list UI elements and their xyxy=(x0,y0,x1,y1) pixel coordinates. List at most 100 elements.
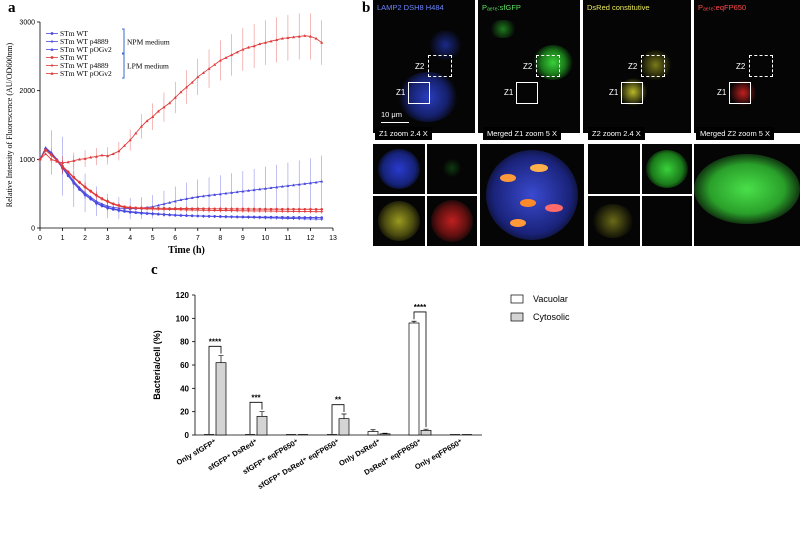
data-point xyxy=(292,207,295,211)
data-point xyxy=(252,209,256,213)
significance-label: ** xyxy=(335,396,342,405)
data-point xyxy=(218,58,222,62)
data-point xyxy=(77,185,81,189)
y-tick-label: 40 xyxy=(180,384,189,393)
data-point xyxy=(224,215,228,219)
data-point xyxy=(196,195,200,198)
data-point xyxy=(303,210,307,214)
data-point xyxy=(241,209,245,213)
bar-cytosolic xyxy=(256,415,268,436)
data-point xyxy=(111,202,115,206)
data-point xyxy=(235,215,239,219)
x-axis-label: Time (h) xyxy=(168,245,205,256)
data-point xyxy=(286,184,290,187)
zoom-label-z1: Z1 xyxy=(717,88,727,97)
x-tick-label: 9 xyxy=(241,235,245,242)
data-point xyxy=(269,209,273,213)
panel-letter-a: a xyxy=(8,0,16,16)
data-point xyxy=(258,209,262,213)
data-point xyxy=(179,213,183,217)
data-point xyxy=(44,146,48,149)
bar-vacuolar xyxy=(408,322,420,436)
zoom-box-z2 xyxy=(536,55,560,77)
data-point xyxy=(235,190,239,194)
data-point xyxy=(145,119,149,123)
data-point xyxy=(235,209,239,213)
data-point xyxy=(275,207,278,211)
data-point xyxy=(247,207,250,211)
data-point xyxy=(297,209,301,213)
data-point xyxy=(280,209,284,213)
data-point xyxy=(173,95,177,99)
legend-entry: STm WT pOGv2 xyxy=(60,69,112,78)
data-point xyxy=(292,35,296,39)
panel-letter-b: b xyxy=(362,0,371,16)
y-tick-label: 20 xyxy=(180,408,189,417)
legend-marker xyxy=(50,71,54,75)
data-point xyxy=(61,161,65,164)
data-point xyxy=(185,208,188,212)
data-point xyxy=(94,199,98,203)
zoom-label-z2: Z2 xyxy=(415,62,425,71)
data-point xyxy=(190,80,194,84)
x-tick-label: 1 xyxy=(61,235,65,242)
data-point xyxy=(280,216,284,220)
x-tick-label: 10 xyxy=(261,235,269,242)
data-point xyxy=(241,47,245,51)
data-point xyxy=(38,157,42,161)
error-bar xyxy=(341,413,347,419)
data-point xyxy=(190,208,194,212)
x-tick-label: 8 xyxy=(218,235,222,242)
data-point xyxy=(179,90,183,94)
data-point xyxy=(258,187,262,191)
data-point xyxy=(72,176,76,180)
data-point xyxy=(320,216,324,219)
x-tick-label: 5 xyxy=(151,235,155,242)
header-z2-zoom: Z2 zoom 2.4 X xyxy=(588,127,645,140)
data-point xyxy=(117,149,121,153)
data-point xyxy=(111,152,115,156)
data-point xyxy=(314,36,318,40)
x-tick-label: 2 xyxy=(83,235,87,242)
legend-swatch xyxy=(510,312,524,322)
data-point xyxy=(196,208,200,212)
data-point xyxy=(168,200,172,204)
legend-entry: Cytosolic xyxy=(533,312,570,322)
data-point xyxy=(320,41,324,44)
data-point xyxy=(263,216,267,220)
legend-marker xyxy=(50,47,54,51)
data-point xyxy=(123,205,127,209)
data-point xyxy=(207,67,211,70)
data-point xyxy=(94,154,98,158)
bar-cytosolic xyxy=(420,429,432,436)
bar-cytosolic xyxy=(379,433,391,436)
data-point xyxy=(201,194,205,198)
y-axis-label: Relative Intensity of Fluorescence (AU/O… xyxy=(5,42,14,207)
data-point xyxy=(269,39,273,43)
zoom-box-z2 xyxy=(641,55,665,77)
data-point xyxy=(145,211,149,215)
header-z1-zoom: Z1 zoom 2.4 X xyxy=(375,127,432,140)
micrograph-merged-z2 xyxy=(694,144,800,246)
data-point xyxy=(308,181,312,185)
micrograph-lamp2: LAMP2 DSH8 H484 Z2 Z1 10 μm xyxy=(373,0,475,133)
data-point xyxy=(151,115,155,118)
data-point xyxy=(213,62,217,66)
channel-label-dsred: DsRed constitutive xyxy=(587,3,650,12)
x-tick-label: 13 xyxy=(329,235,337,242)
data-point xyxy=(309,207,312,211)
data-point xyxy=(213,214,217,218)
data-point xyxy=(83,185,87,189)
data-point xyxy=(168,213,172,217)
zoom-label-z2: Z2 xyxy=(628,62,638,71)
data-point xyxy=(207,214,211,218)
legend-swatch xyxy=(510,294,524,304)
data-point xyxy=(269,207,273,211)
data-point xyxy=(246,45,250,49)
data-point xyxy=(297,34,301,38)
channel-label-sfgfp: Pₐₑₜₑ:sfGFP xyxy=(482,3,521,12)
legend-entry: Vacuolar xyxy=(533,294,568,304)
data-point xyxy=(286,36,290,39)
data-point xyxy=(286,216,290,220)
